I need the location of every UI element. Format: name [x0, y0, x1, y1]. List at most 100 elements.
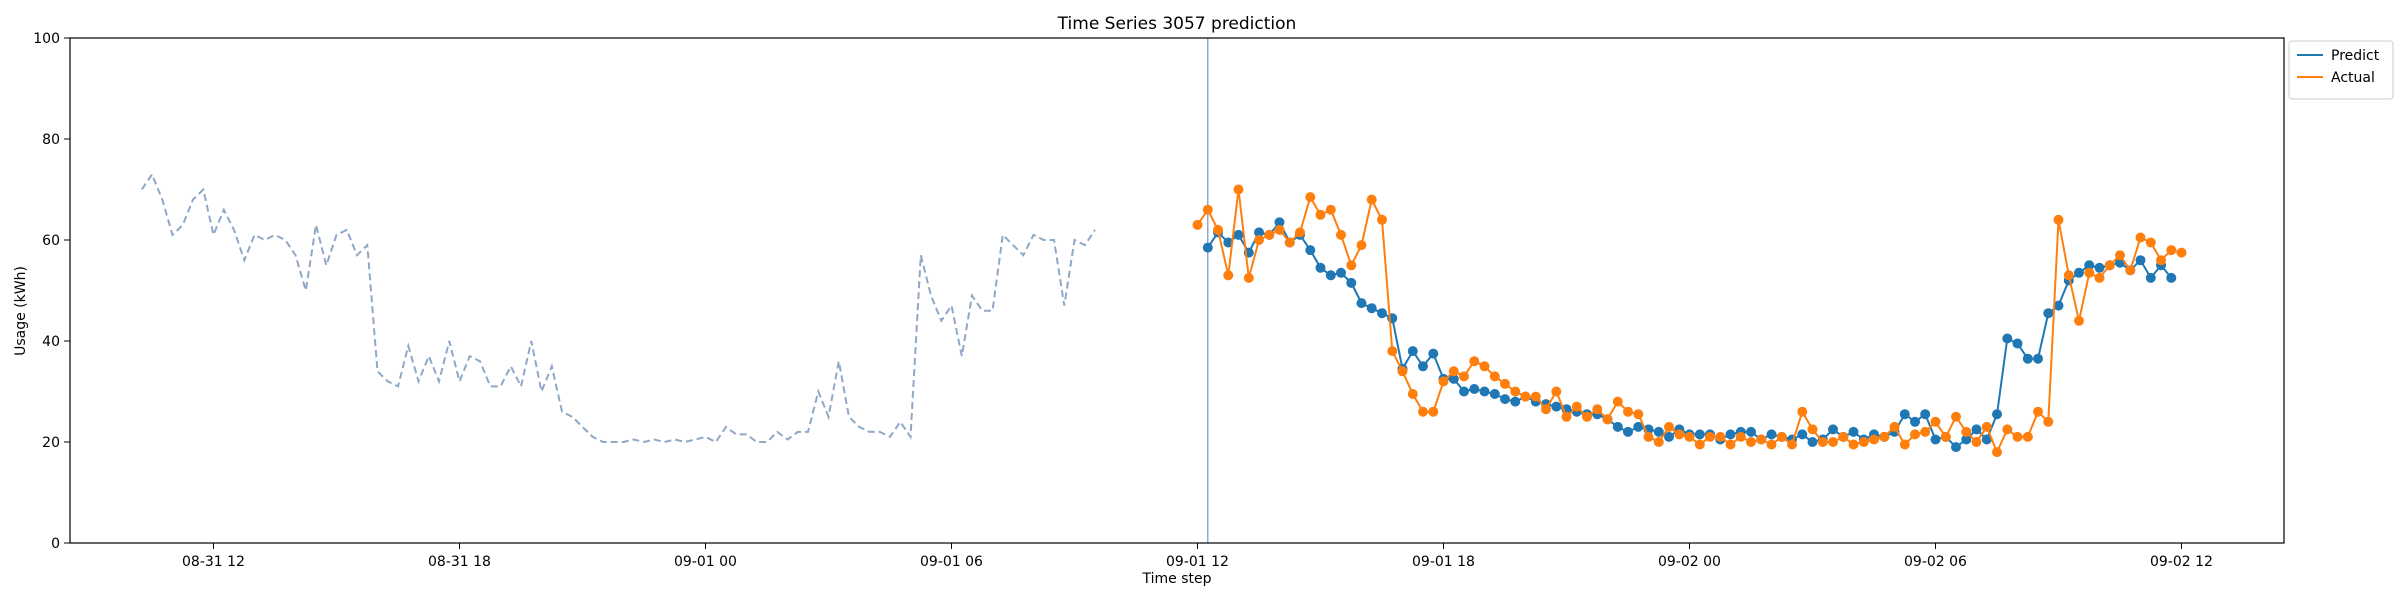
- data-point-predict: [1346, 277, 1357, 288]
- data-point-predict: [1428, 348, 1439, 359]
- data-point-predict: [1418, 361, 1428, 372]
- data-point-actual: [1766, 439, 1777, 450]
- data-point-predict: [2166, 272, 2177, 283]
- data-point-predict: [1325, 270, 1336, 281]
- data-point-actual: [1828, 437, 1838, 447]
- series-line-predict: [1206, 220, 2173, 449]
- data-point-actual: [1602, 414, 1613, 425]
- data-point-actual: [1664, 421, 1674, 432]
- data-point-actual: [1879, 431, 1890, 442]
- data-point-actual: [1571, 401, 1582, 412]
- data-point-actual: [1469, 356, 1480, 367]
- data-point-actual: [2002, 424, 2013, 435]
- data-point-predict: [1920, 409, 1931, 420]
- data-point-actual: [1776, 431, 1787, 442]
- y-tick-label: 20: [42, 435, 60, 451]
- data-point-actual: [2074, 315, 2084, 326]
- y-tick-label: 60: [42, 233, 60, 249]
- data-point-actual: [2156, 255, 2166, 266]
- data-point-predict: [1459, 386, 1469, 397]
- data-point-predict: [1961, 434, 1972, 445]
- data-point-predict: [1971, 424, 1982, 435]
- data-point-predict: [1828, 424, 1838, 435]
- data-point-actual: [1715, 431, 1726, 442]
- data-point-actual: [1694, 439, 1705, 450]
- data-point-actual: [1889, 421, 1900, 432]
- data-point-actual: [1951, 411, 1961, 422]
- data-point-actual: [1243, 272, 1254, 283]
- axes: 0 20 40 60 80 100 08-31 12 08-31 18 09-01 00 09-0…: [33, 31, 2213, 570]
- data-point-predict: [1223, 237, 1234, 248]
- data-point-actual: [2125, 265, 2136, 276]
- series-line-history: [140, 172, 1096, 444]
- data-point-actual: [1992, 447, 2002, 458]
- data-point-actual: [2063, 270, 2074, 281]
- data-point-actual: [1336, 229, 1346, 240]
- data-point-actual: [2053, 214, 2064, 225]
- data-point-actual: [1869, 434, 1879, 445]
- data-point-actual: [1674, 429, 1685, 440]
- data-point-actual: [1356, 240, 1367, 251]
- data-point-predict: [2043, 308, 2054, 319]
- chart-title: Time Series 3057 prediction: [1057, 14, 1297, 34]
- data-point-actual: [1930, 416, 1941, 427]
- data-point-predict: [1366, 303, 1377, 314]
- data-point-actual: [1899, 439, 1910, 450]
- data-point-actual: [1910, 429, 1920, 440]
- data-point-actual: [1920, 426, 1931, 437]
- data-point-actual: [1981, 421, 1992, 432]
- data-point-actual: [1735, 431, 1746, 442]
- data-point-actual: [1848, 439, 1859, 450]
- data-point-actual: [1407, 389, 1418, 399]
- data-point-actual: [1448, 366, 1459, 377]
- legend-label-predict[interactable]: Predict: [2331, 48, 2380, 64]
- data-point-predict: [2012, 338, 2023, 349]
- data-point-predict: [1356, 298, 1367, 309]
- data-point-actual: [1746, 437, 1756, 447]
- y-tick-label: 80: [42, 132, 60, 148]
- data-point-predict: [2033, 353, 2043, 364]
- data-point-actual: [1633, 409, 1644, 420]
- data-point-actual: [1838, 431, 1849, 442]
- y-tick-label: 40: [42, 334, 60, 350]
- data-point-predict: [2145, 272, 2156, 283]
- data-point-actual: [1284, 237, 1295, 248]
- data-point-predict: [2135, 255, 2146, 266]
- x-tick-label: 09-02 06: [1904, 554, 1967, 570]
- data-point-predict: [1807, 437, 1818, 447]
- x-tick-label: 09-02 00: [1658, 554, 1721, 570]
- data-point-predict: [1910, 416, 1920, 427]
- legend[interactable]: Predict Actual: [2288, 40, 2394, 100]
- data-point-predict: [1653, 426, 1664, 437]
- data-point-actual: [1213, 224, 1223, 235]
- data-point-actual: [1192, 219, 1203, 230]
- data-point-predict: [1202, 242, 1213, 253]
- data-point-predict: [1274, 217, 1285, 228]
- data-point-predict: [1377, 308, 1387, 319]
- data-point-actual: [1705, 431, 1715, 442]
- x-tick-label: 08-31 18: [428, 554, 491, 570]
- data-point-actual: [1643, 431, 1654, 442]
- legend-label-actual[interactable]: Actual: [2331, 70, 2375, 86]
- data-point-actual: [1479, 361, 1490, 372]
- data-point-actual: [1653, 437, 1664, 447]
- data-point-actual: [1305, 192, 1316, 203]
- data-point-actual: [1489, 371, 1500, 382]
- data-point-predict: [1315, 262, 1326, 273]
- data-point-predict: [1489, 389, 1500, 399]
- plot-frame: [69, 37, 2285, 544]
- data-point-actual: [1397, 366, 1408, 377]
- data-point-actual: [1500, 378, 1510, 389]
- data-point-predict: [1233, 229, 1244, 240]
- data-point-predict: [1612, 421, 1623, 432]
- data-point-actual: [1295, 227, 1305, 238]
- data-point-predict: [1725, 429, 1736, 440]
- data-point-predict: [1797, 429, 1808, 440]
- data-point-predict: [1469, 384, 1480, 394]
- x-tick-label: 09-01 00: [674, 554, 737, 570]
- data-point-actual: [1366, 194, 1377, 205]
- x-tick-label: 09-02 12: [2150, 554, 2213, 570]
- data-point-actual: [2043, 416, 2054, 427]
